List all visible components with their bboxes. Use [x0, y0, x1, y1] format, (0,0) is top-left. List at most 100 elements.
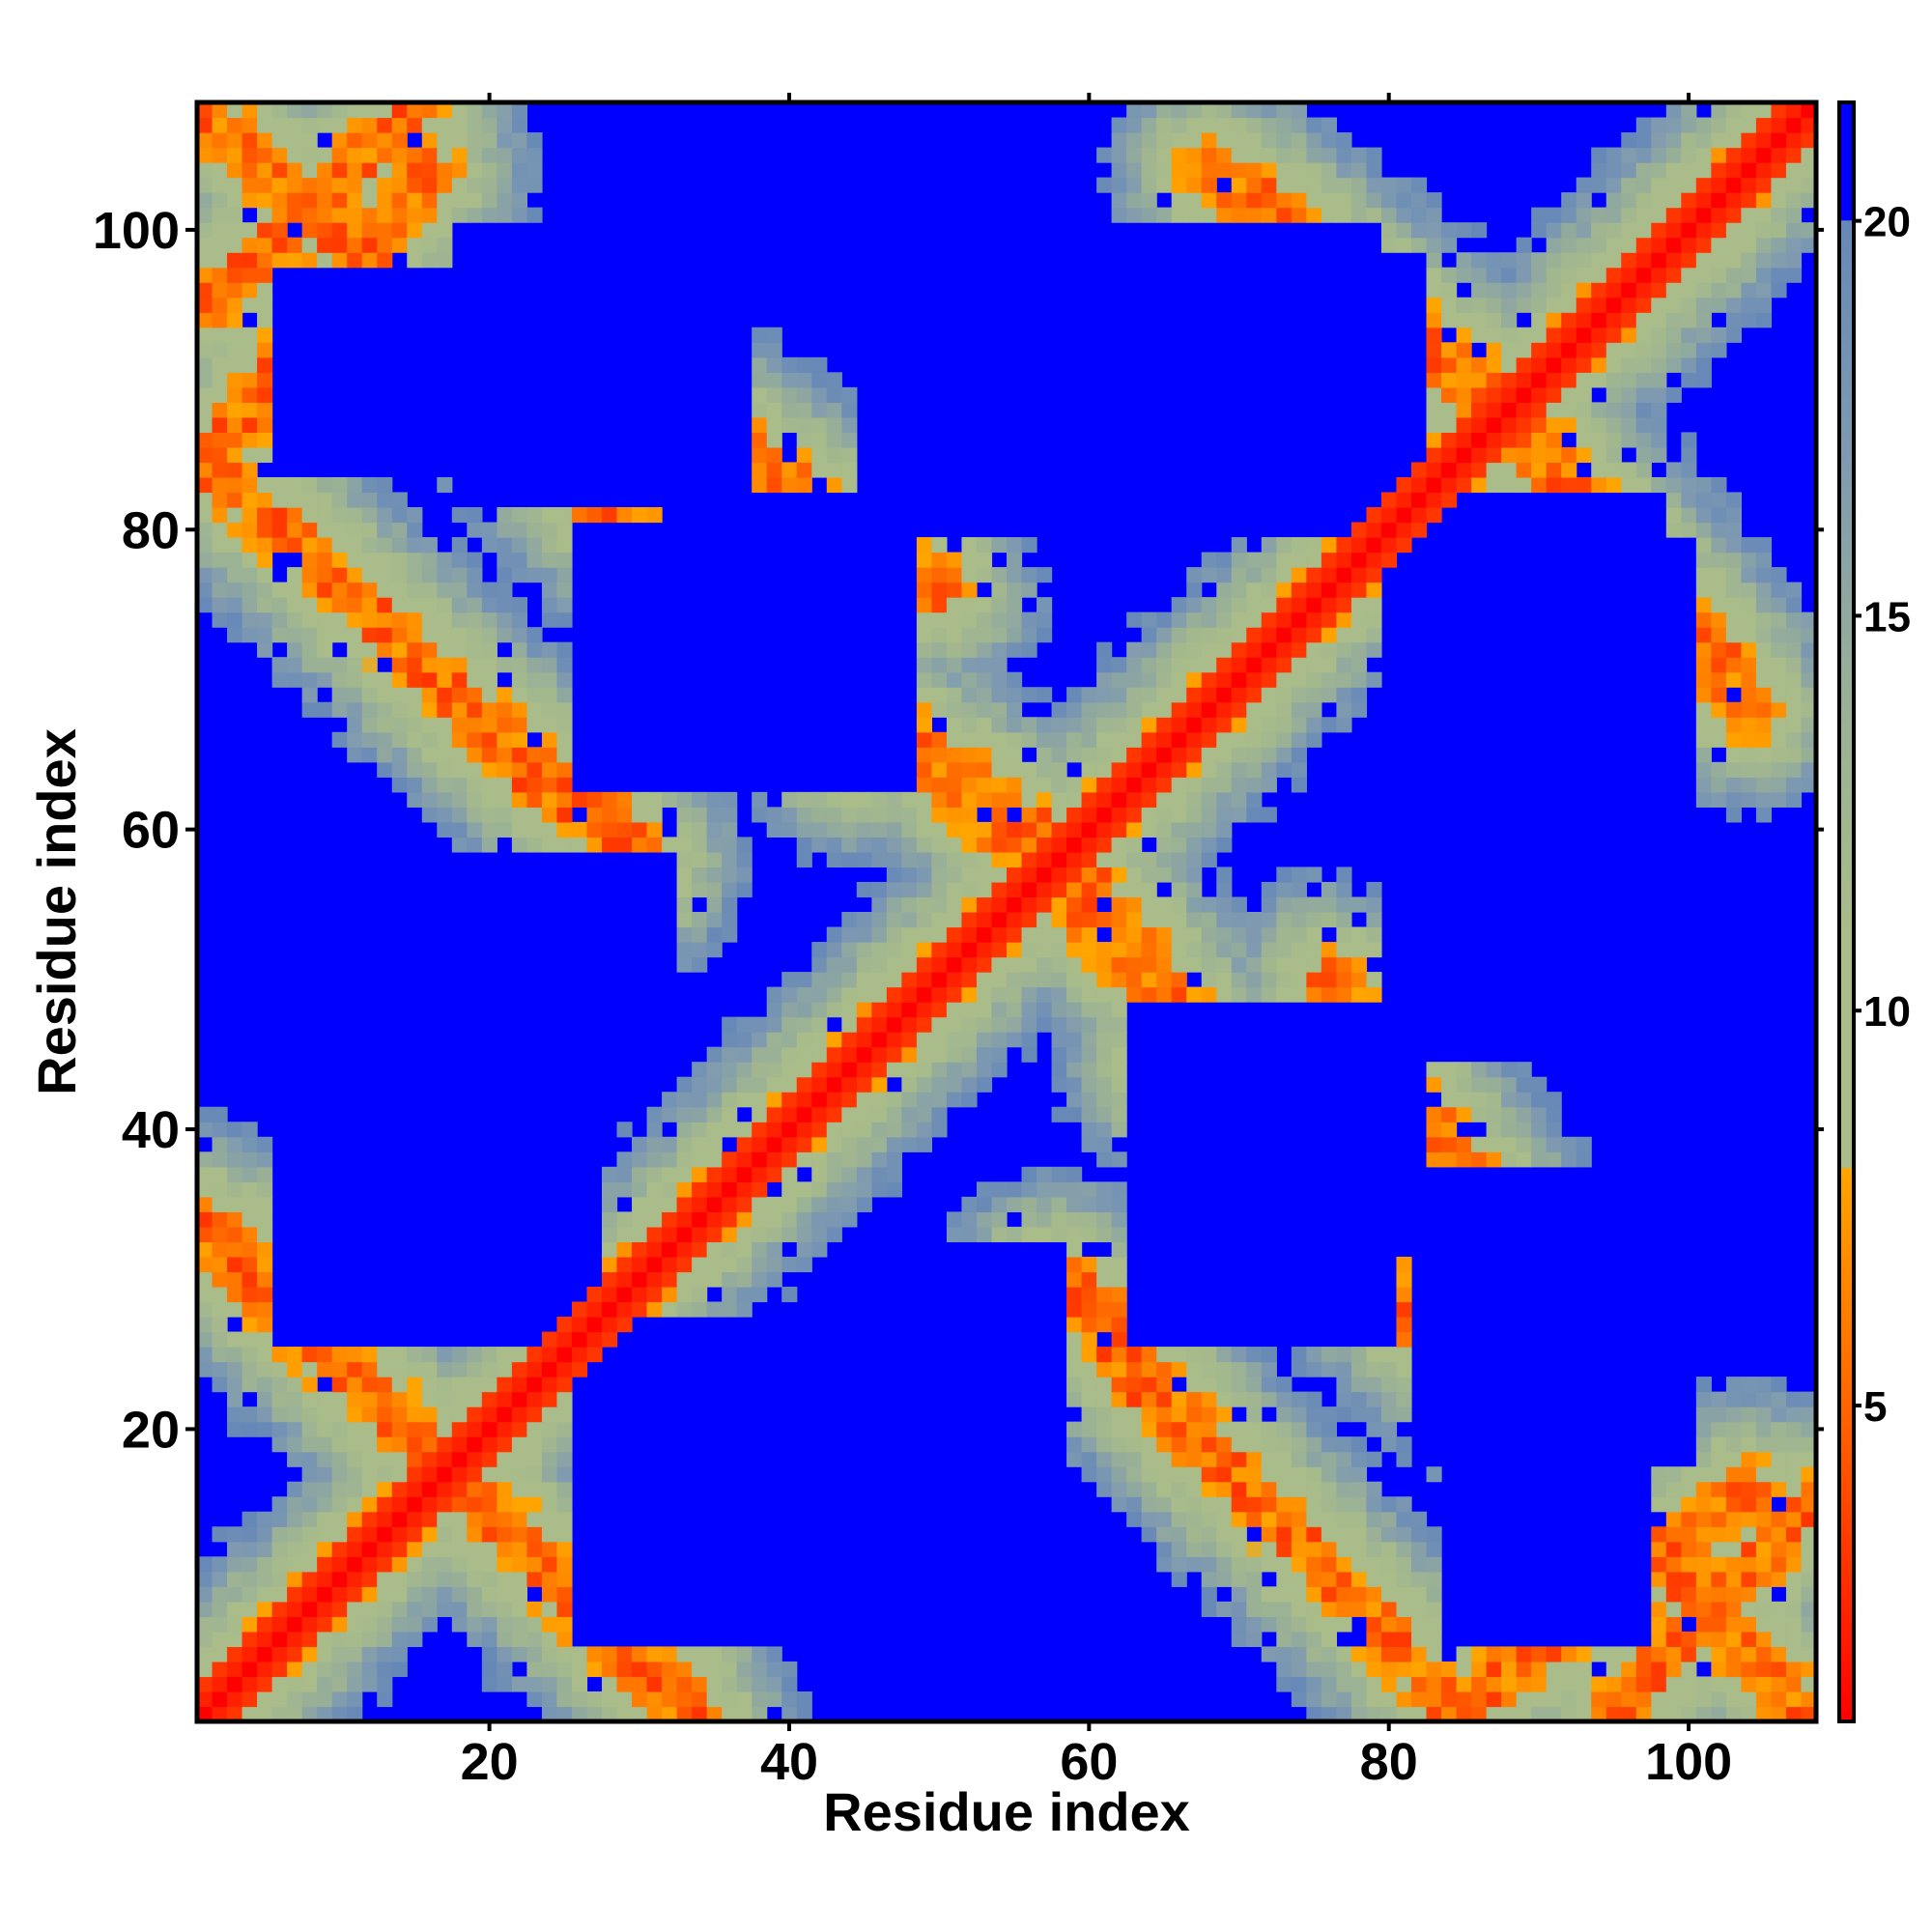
- heatmap-cell: [1261, 1646, 1277, 1662]
- heatmap-cell: [556, 1541, 573, 1557]
- heatmap-cell: [1695, 147, 1712, 163]
- heatmap-cell: [541, 1541, 558, 1557]
- heatmap-cell: [407, 1377, 423, 1393]
- heatmap-cell: [1591, 1646, 1607, 1662]
- heatmap-cell: [1141, 1361, 1157, 1378]
- heatmap-cell: [722, 1706, 738, 1722]
- heatmap-cell: [722, 1092, 738, 1108]
- heatmap-cell: [331, 731, 348, 748]
- heatmap-cell: [497, 1676, 513, 1692]
- heatmap-cell: [1051, 867, 1067, 883]
- heatmap-cell: [1755, 1616, 1773, 1633]
- heatmap-cell: [1785, 162, 1803, 179]
- heatmap-cell: [1681, 102, 1697, 119]
- heatmap-cell: [856, 1122, 872, 1138]
- heatmap-cell: [451, 1347, 468, 1363]
- heatmap-cell: [1426, 1616, 1442, 1633]
- heatmap-cell: [467, 717, 483, 733]
- heatmap-cell: [1785, 1391, 1803, 1407]
- heatmap-cell: [571, 837, 588, 853]
- heatmap-cell: [511, 162, 528, 179]
- heatmap-cell: [706, 1211, 723, 1228]
- heatmap-cell: [1411, 1511, 1428, 1527]
- heatmap-cell: [287, 1601, 303, 1617]
- heatmap-cell: [1306, 1661, 1322, 1678]
- heatmap-cell: [331, 597, 348, 613]
- heatmap-cell: [361, 627, 378, 643]
- heatmap-cell: [1051, 1016, 1067, 1033]
- heatmap-cell: [1007, 851, 1023, 868]
- heatmap-cell: [676, 926, 693, 943]
- heatmap-cell: [1096, 912, 1113, 928]
- heatmap-cell: [451, 671, 468, 688]
- heatmap-cell: [556, 507, 573, 524]
- heatmap-cell: [481, 657, 497, 673]
- heatmap-cell: [421, 207, 438, 223]
- heatmap-cell: [1261, 1616, 1277, 1633]
- heatmap-cell: [1605, 237, 1622, 253]
- heatmap-cell: [347, 252, 363, 269]
- heatmap-cell: [347, 701, 363, 718]
- heatmap-cell: [1350, 1601, 1368, 1617]
- heatmap-cell: [766, 446, 782, 464]
- heatmap-cell: [676, 1181, 693, 1198]
- heatmap-cell: [1396, 1301, 1412, 1318]
- heatmap-cell: [541, 1377, 558, 1393]
- heatmap-cell: [1516, 1122, 1532, 1138]
- heatmap-cell: [1096, 177, 1113, 193]
- heatmap-cell: [1336, 582, 1352, 598]
- heatmap-cell: [1066, 1301, 1083, 1318]
- heatmap-cell: [1771, 1690, 1787, 1708]
- heatmap-cell: [1546, 282, 1562, 298]
- heatmap-cell: [1711, 207, 1727, 223]
- heatmap-cell: [511, 1421, 528, 1437]
- heatmap-cell: [1141, 627, 1157, 643]
- heatmap-cell: [946, 881, 963, 898]
- heatmap-cell: [377, 687, 393, 703]
- heatmap-cell: [347, 207, 363, 223]
- heatmap-cell: [1171, 731, 1187, 748]
- heatmap-cell: [1380, 1661, 1398, 1678]
- heatmap-cell: [1456, 446, 1472, 464]
- heatmap-cell: [632, 1211, 648, 1228]
- heatmap-cell: [1456, 1106, 1472, 1122]
- heatmap-cell: [1651, 1646, 1667, 1662]
- heatmap-cell: [1591, 162, 1607, 179]
- heatmap-cell: [242, 1646, 258, 1662]
- heatmap-cell: [511, 671, 528, 688]
- heatmap-cell: [1771, 761, 1787, 778]
- heatmap-cell: [212, 597, 228, 613]
- heatmap-cell: [1380, 207, 1398, 223]
- heatmap-cell: [1801, 1541, 1817, 1557]
- heatmap-cell: [1801, 1571, 1817, 1587]
- heatmap-cell: [1591, 432, 1607, 448]
- heatmap-cell: [361, 1646, 378, 1662]
- heatmap-cell: [481, 522, 497, 538]
- heatmap-cell: [1711, 1646, 1727, 1662]
- heatmap-cell: [497, 1347, 513, 1363]
- heatmap-cell: [287, 1436, 303, 1453]
- heatmap-cell: [1156, 117, 1173, 133]
- heatmap-cell: [752, 1196, 768, 1212]
- heatmap-cell: [377, 1361, 393, 1378]
- heatmap-cell: [541, 687, 558, 703]
- heatmap-cell: [1665, 132, 1682, 149]
- heatmap-cell: [271, 192, 288, 209]
- heatmap-cell: [1755, 657, 1773, 673]
- heatmap-cell: [1651, 386, 1667, 403]
- heatmap-cell: [271, 1436, 288, 1453]
- heatmap-cell: [257, 177, 273, 193]
- heatmap-cell: [811, 1181, 828, 1198]
- heatmap-cell: [1021, 1196, 1037, 1212]
- heatmap-cell: [722, 1211, 738, 1228]
- heatmap-cell: [1546, 432, 1562, 448]
- heatmap-cell: [886, 1032, 902, 1048]
- heatmap-cell: [736, 1046, 753, 1063]
- heatmap-cell: [242, 132, 258, 149]
- heatmap-cell: [301, 1347, 318, 1363]
- heatmap-cell: [511, 1481, 528, 1497]
- heatmap-cell: [1396, 1706, 1412, 1722]
- heatmap-cell: [1456, 372, 1472, 388]
- heatmap-cell: [421, 731, 438, 748]
- heatmap-cell: [271, 1406, 288, 1423]
